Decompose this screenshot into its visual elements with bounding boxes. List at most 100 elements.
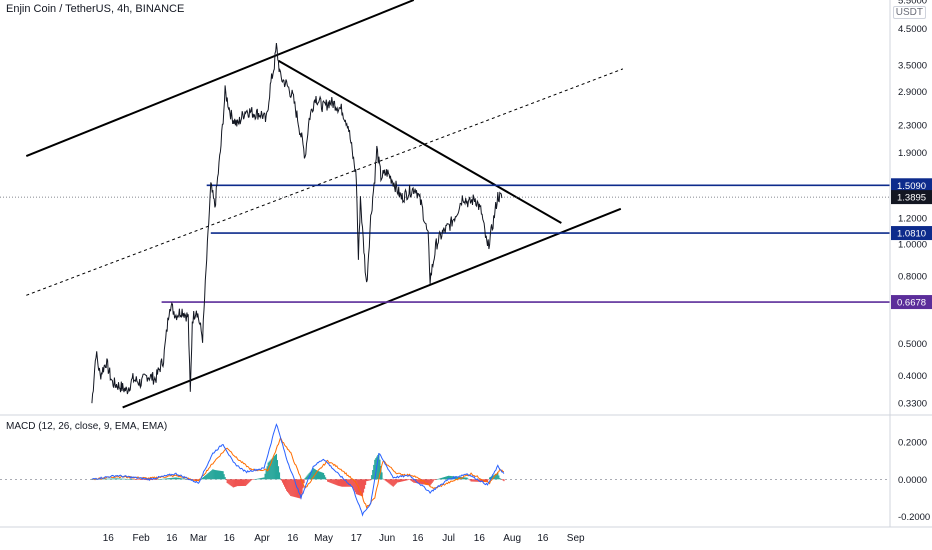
macd-histogram-bar [421, 479, 423, 485]
macd-tick-label: 0.2000 [898, 438, 927, 449]
macd-tick-label: -0.2000 [898, 512, 930, 523]
macd-histogram-bar [184, 478, 186, 480]
macd-histogram-bar [299, 479, 301, 499]
macd-histogram-bar [115, 478, 118, 480]
macd-histogram-bar [227, 479, 229, 484]
price-tick-label: 5.5000 [898, 0, 927, 7]
macd-histogram-bar [200, 478, 203, 480]
macd-histogram-bar [331, 479, 333, 484]
macd-histogram-bar [267, 462, 269, 480]
trendline[interactable] [277, 59, 562, 224]
macd-histogram-bar [315, 470, 317, 480]
macd-histogram-bar [487, 479, 490, 480]
macd-histogram-bar [428, 479, 430, 486]
macd-histogram-bar [112, 478, 115, 480]
macd-histogram-bar [95, 479, 97, 480]
macd-histogram-bar [253, 479, 255, 480]
macd-histogram-bar [439, 478, 441, 480]
macd-histogram-bar [165, 478, 167, 480]
trendline[interactable] [25, 0, 415, 158]
macd-histogram-bar [136, 479, 138, 480]
macd-histogram-bar [121, 478, 123, 480]
price-tick-label: 0.5000 [898, 339, 927, 350]
macd-histogram-bar [237, 479, 240, 487]
macd-histogram-bar [396, 479, 398, 483]
macd-histogram-bar [335, 479, 337, 485]
dashed-channel-midline[interactable] [26, 68, 624, 296]
macd-histogram-bar [221, 471, 223, 480]
macd-histogram-bar [225, 479, 227, 481]
macd-histogram-bar [416, 479, 418, 484]
macd-histogram-bar [336, 479, 338, 486]
macd-histogram-bar [279, 478, 282, 480]
macd-histogram-bar [417, 479, 419, 484]
macd-histogram-bar [388, 479, 390, 484]
trendline[interactable] [122, 207, 622, 409]
macd-histogram-bar [132, 479, 134, 480]
macd-histogram-bar [147, 479, 149, 481]
macd-histogram-bar [258, 478, 260, 480]
macd-histogram-bar [208, 472, 210, 480]
time-tick-label: 16 [224, 533, 236, 544]
macd-histogram-bar [239, 479, 242, 487]
macd-histogram-bar [329, 479, 331, 483]
macd-histogram-bar [448, 475, 450, 480]
price-pane[interactable]: 1.5090 1.0810 0.6678 1.3895 [0, 0, 932, 409]
signal-line[interactable] [91, 436, 504, 510]
macd-histogram-bar [327, 479, 329, 482]
macd-histogram-bar [287, 479, 289, 493]
macd-histogram-bar [135, 479, 137, 480]
macd-histogram-bar [192, 479, 194, 481]
macd-histogram-bar [392, 479, 394, 487]
macd-histogram-bar [386, 479, 388, 482]
macd-line[interactable] [91, 423, 505, 517]
macd-histogram-bar [430, 479, 432, 485]
macd-pane[interactable] [0, 423, 890, 517]
macd-histogram-bar [236, 479, 239, 487]
macd-histogram-bar [451, 476, 453, 480]
level-price-label-box[interactable] [891, 226, 932, 241]
macd-histogram-bar [290, 479, 292, 496]
macd-histogram-bar [425, 479, 427, 485]
macd-histogram-bar [167, 478, 169, 480]
macd-histogram-bar [499, 478, 501, 480]
price-series-line[interactable] [91, 42, 503, 404]
macd-histogram-bar [307, 474, 309, 480]
macd-histogram-bar [157, 479, 160, 480]
macd-histogram-bar [397, 479, 399, 483]
macd-histogram-bar [240, 479, 243, 487]
macd-histogram-bar [233, 479, 235, 488]
macd-histogram-bar [154, 479, 157, 480]
macd-histogram-bar [203, 476, 205, 480]
macd-histogram-bar [169, 478, 171, 480]
macd-histogram-bar [319, 471, 322, 480]
macd-histogram-bar [212, 469, 214, 480]
macd-histogram-bar [351, 479, 353, 487]
macd-histogram-bar [305, 476, 307, 480]
macd-histogram-bar [117, 478, 120, 480]
macd-histogram-bar [476, 479, 478, 482]
current-price-label-box[interactable] [891, 190, 932, 205]
macd-histogram-bar [264, 473, 266, 480]
macd-histogram-bar [219, 470, 221, 480]
macd-histogram-bar [152, 479, 154, 480]
macd-histogram-bar [398, 479, 400, 483]
currency-badge[interactable]: USDT [892, 6, 926, 19]
macd-histogram-bar [164, 478, 166, 480]
macd-histogram-bar [278, 472, 281, 480]
macd-histogram-bar [344, 479, 346, 487]
macd-histogram-bar [318, 471, 321, 480]
macd-histogram-bar [353, 479, 355, 491]
chart-title: Enjin Coin / TetherUS, 4h, BINANCE [6, 3, 185, 15]
level-price-label-box[interactable] [891, 295, 932, 310]
macd-histogram-bar [411, 479, 413, 482]
level-price-label-box[interactable] [891, 178, 932, 193]
macd-histogram-bar [444, 476, 447, 480]
macd-histogram-bar [114, 478, 117, 480]
macd-histogram-bar [455, 476, 457, 480]
price-tick-label: 0.3300 [898, 399, 927, 410]
macd-histogram-bar [316, 470, 318, 480]
macd-histogram-bar [361, 479, 364, 497]
